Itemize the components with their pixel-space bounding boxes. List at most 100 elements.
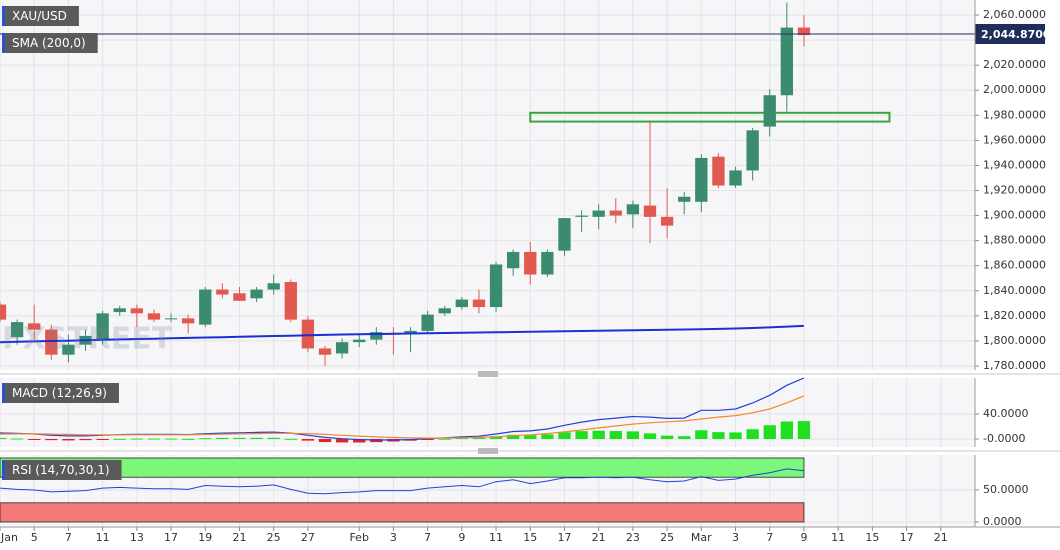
- candle-body: [0, 304, 7, 320]
- histogram-bar: [10, 438, 24, 440]
- legend-label: XAU/USD: [2, 6, 79, 26]
- x-tick-label: 15: [865, 531, 879, 544]
- histogram-bar: [130, 438, 143, 440]
- y-tick-label: 1,820.0000: [983, 309, 1046, 322]
- y-tick-label: 50.0000: [983, 483, 1029, 496]
- rsi-zone: [0, 502, 805, 523]
- x-tick-label: 19: [198, 531, 212, 544]
- candle-body: [318, 348, 332, 355]
- candle-body: [592, 210, 605, 217]
- candle-body: [96, 313, 109, 340]
- x-tick-label: 21: [934, 531, 948, 544]
- y-tick-label: 1,840.0000: [983, 284, 1046, 297]
- x-tick-label: 13: [130, 531, 144, 544]
- histogram-bar: [353, 439, 366, 443]
- candle-body: [541, 251, 554, 275]
- x-tick-label: 3: [732, 531, 739, 544]
- legend-text: RSI (14,70,30,1): [12, 463, 110, 477]
- candle-body: [712, 156, 725, 186]
- histogram-bar: [216, 437, 229, 439]
- candle-body: [216, 289, 229, 295]
- histogram-bar: [643, 433, 657, 439]
- candle-body: [626, 204, 640, 215]
- x-tick-label: Mar: [691, 531, 712, 544]
- legend-stripe: [2, 33, 5, 53]
- legend-stripe: [2, 6, 5, 26]
- histogram-bar: [62, 439, 75, 441]
- last-price-box: [975, 24, 1045, 45]
- histogram-bar: [660, 435, 674, 439]
- candle-body: [489, 264, 503, 308]
- x-tick-label: 11: [489, 531, 503, 544]
- candle-body: [729, 170, 742, 186]
- histogram-bar: [28, 439, 41, 440]
- resistance-zone: [529, 111, 891, 123]
- histogram-bar: [113, 438, 126, 440]
- histogram-bar: [524, 435, 537, 439]
- legend-stripe: [2, 460, 5, 480]
- histogram-bar: [575, 431, 588, 439]
- x-tick-label: Feb: [349, 531, 368, 544]
- candle-body: [164, 318, 178, 320]
- histogram-bar: [79, 439, 92, 441]
- y-tick-label: -0.0000: [983, 432, 1025, 445]
- legend-text: XAU/USD: [12, 9, 67, 23]
- candle-body: [455, 299, 468, 308]
- candle-body: [507, 251, 520, 269]
- y-tick-label: 2,020.0000: [983, 58, 1046, 71]
- candle-body: [130, 308, 143, 314]
- y-tick-label: 1,860.0000: [983, 259, 1046, 272]
- legend-text: SMA (200,0): [12, 36, 86, 50]
- histogram-bar: [96, 439, 109, 440]
- histogram-bar: [147, 438, 161, 440]
- histogram-bar: [489, 436, 503, 439]
- candle-body: [10, 322, 24, 338]
- x-tick-label: 7: [424, 531, 431, 544]
- legend-box: [2, 33, 98, 53]
- y-tick-label: 1,880.0000: [983, 234, 1046, 247]
- histogram-bar: [233, 437, 246, 439]
- x-tick-label: 17: [900, 531, 914, 544]
- legend-label: RSI (14,70,30,1): [2, 460, 122, 480]
- legend-box: [2, 383, 119, 403]
- candle-body: [147, 313, 161, 320]
- y-tick-label: 2,000.0000: [983, 83, 1046, 96]
- x-tick-label: 15: [523, 531, 537, 544]
- legend-label: SMA (200,0): [2, 33, 98, 53]
- indicator-line: [0, 468, 804, 495]
- candle-body: [678, 196, 691, 202]
- candle-body: [660, 216, 674, 226]
- histogram-bar: [780, 421, 793, 439]
- histogram-bar: [729, 432, 742, 439]
- histogram-bar: [335, 439, 349, 443]
- legend-label: MACD (12,26,9): [2, 383, 119, 403]
- x-tick-label: 23: [626, 531, 640, 544]
- candle-body: [472, 299, 486, 308]
- x-tick-label: 17: [164, 531, 178, 544]
- candle-body: [575, 215, 588, 217]
- candle-body: [233, 293, 246, 301]
- histogram-bar: [0, 438, 7, 439]
- indicator-line: [0, 395, 805, 439]
- legend-box: [2, 6, 79, 26]
- x-tick-label: 7: [766, 531, 773, 544]
- x-tick-label: 21: [232, 531, 246, 544]
- histogram-bar: [695, 430, 708, 439]
- y-tick-label: 40.0000: [983, 407, 1029, 420]
- histogram-bar: [438, 438, 451, 440]
- x-tick-label: 11: [831, 531, 845, 544]
- histogram-bar: [182, 438, 195, 440]
- histogram-bar: [301, 439, 315, 441]
- legend-text: MACD (12,26,9): [12, 386, 107, 400]
- candle-body: [199, 289, 212, 325]
- x-tick-label: 25: [267, 531, 281, 544]
- y-tick-label: 1,920.0000: [983, 184, 1046, 197]
- histogram-bar: [164, 438, 178, 440]
- histogram-bar: [284, 438, 297, 440]
- histogram-bar: [712, 432, 725, 439]
- x-tick-label: 7: [65, 531, 72, 544]
- rsi-zone: [0, 457, 805, 478]
- histogram-bar: [199, 438, 212, 440]
- histogram-bar: [472, 437, 486, 439]
- histogram-bar: [746, 429, 759, 439]
